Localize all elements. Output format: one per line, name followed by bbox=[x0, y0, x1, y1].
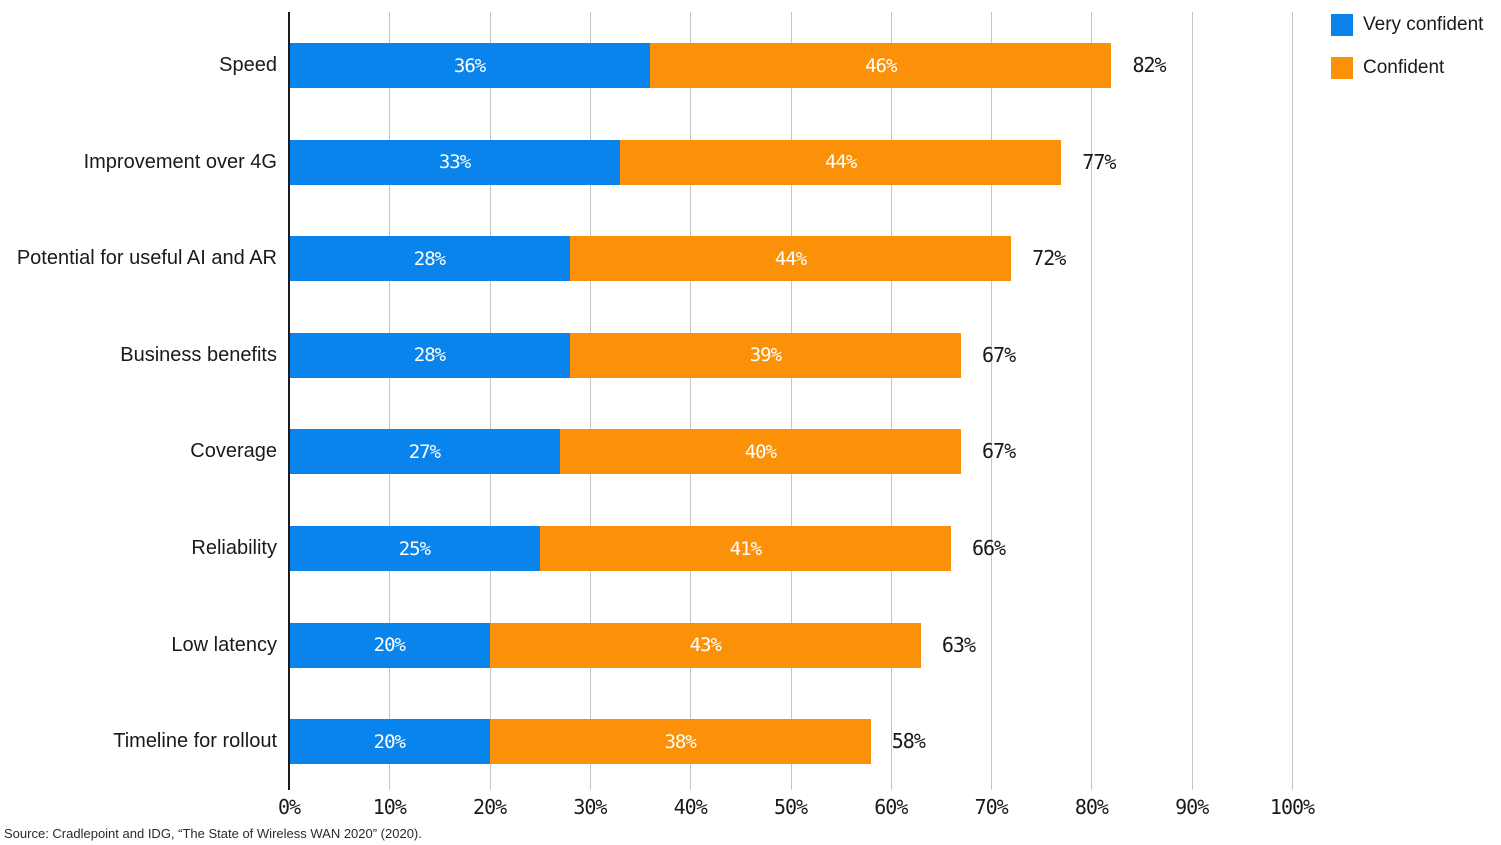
bar-value-label: 46% bbox=[865, 54, 897, 77]
bar-value-label: 41% bbox=[729, 537, 762, 560]
gridline-40% bbox=[690, 12, 692, 790]
bar-value-label: 33% bbox=[438, 151, 471, 174]
gridline-10% bbox=[389, 12, 391, 790]
legend: Very confident Confident bbox=[1331, 14, 1483, 79]
legend-item-very-confident: Very confident bbox=[1331, 14, 1483, 36]
x-tick-label: 40% bbox=[673, 795, 708, 819]
category-label: Improvement over 4G bbox=[83, 150, 277, 173]
bar-total-label: 77% bbox=[1082, 149, 1116, 174]
gridline-20% bbox=[489, 12, 491, 790]
legend-label: Very confident bbox=[1363, 14, 1484, 35]
bar-segment-very-confident: 28% bbox=[289, 332, 570, 378]
x-tick-label: 20% bbox=[473, 795, 507, 819]
x-axis: 0% 10% 20% 30% 40% 50% 60% 70% 80% 90% 100% bbox=[278, 795, 1315, 821]
x-tick-label: 90% bbox=[1175, 795, 1209, 819]
x-tick-label: 80% bbox=[1074, 795, 1109, 819]
bar-segment-very-confident: 25% bbox=[289, 526, 540, 571]
bar-segment-confident: 46% bbox=[650, 43, 1112, 88]
bar-row: 33% 44% bbox=[289, 139, 1292, 185]
category-label: Potential for useful AI and AR bbox=[16, 247, 277, 270]
bar-segment-confident: 38% bbox=[489, 719, 871, 765]
bar-value-label: 43% bbox=[689, 634, 722, 657]
gridline-60% bbox=[890, 12, 892, 790]
plot-area: 36% 46% 82% 33% 44% 77% 28% 44% 72% 28% 39% 67% 27% 4… bbox=[288, 12, 1293, 790]
bar-segment-very-confident: 27% bbox=[289, 429, 560, 475]
legend-label: Confident bbox=[1363, 57, 1445, 78]
bar-value-label: 36% bbox=[453, 54, 486, 77]
bar-row: 20% 38% bbox=[289, 719, 1292, 765]
bar-total-label: 82% bbox=[1132, 53, 1166, 77]
bar-total-label: 58% bbox=[891, 729, 926, 754]
x-tick-label: 100% bbox=[1269, 795, 1315, 819]
legend-swatch bbox=[1331, 57, 1353, 79]
x-tick-label: 60% bbox=[874, 795, 908, 819]
bar-row: 28% 39% bbox=[289, 332, 1292, 378]
bar-segment-confident: 39% bbox=[569, 332, 961, 378]
bar-segment-confident: 43% bbox=[489, 622, 921, 668]
bar-row: 20% 43% bbox=[289, 622, 1292, 668]
bar-value-label: 44% bbox=[774, 247, 807, 270]
bar-segment-very-confident: 36% bbox=[289, 43, 651, 88]
bar-segment-very-confident: 20% bbox=[289, 719, 490, 765]
category-label: Timeline for rollout bbox=[113, 730, 277, 753]
bar-row: 36% 46% bbox=[289, 43, 1292, 88]
x-tick-label: 70% bbox=[974, 795, 1009, 819]
x-tick-label: 10% bbox=[372, 795, 407, 819]
category-label: Reliability bbox=[191, 537, 277, 559]
gridline-90% bbox=[1191, 12, 1193, 790]
bar-value-label: 44% bbox=[824, 151, 857, 174]
bar-value-label: 28% bbox=[413, 344, 446, 367]
bar-value-label: 25% bbox=[398, 537, 431, 560]
bar-total-label: 63% bbox=[941, 632, 976, 657]
bar-total-label: 72% bbox=[1032, 246, 1066, 271]
gridline-70% bbox=[991, 12, 993, 790]
bar-segment-very-confident: 20% bbox=[289, 622, 490, 668]
gridline-80% bbox=[1091, 12, 1093, 790]
bar-segment-confident: 41% bbox=[539, 526, 951, 571]
gridline-100% bbox=[1292, 12, 1293, 790]
bar-total-label: 67% bbox=[982, 342, 1016, 367]
gridline-30% bbox=[589, 12, 591, 790]
bar-value-label: 39% bbox=[749, 344, 782, 367]
source-note: Source: Cradlepoint and IDG, “The State … bbox=[4, 826, 422, 841]
bar-row: 27% 40% bbox=[289, 429, 1292, 475]
bar-total-label: 66% bbox=[971, 536, 1006, 560]
bar-segment-very-confident: 33% bbox=[289, 139, 620, 185]
category-label: Business benefits bbox=[120, 343, 277, 366]
bar-row: 28% 44% bbox=[289, 236, 1292, 282]
gridline-50% bbox=[790, 12, 792, 790]
legend-swatch bbox=[1331, 14, 1353, 36]
bar-value-label: 20% bbox=[373, 634, 406, 657]
bar-row: 25% 41% bbox=[289, 526, 1292, 571]
x-tick-label: 30% bbox=[573, 795, 607, 819]
bar-total-label: 67% bbox=[982, 439, 1016, 464]
y-axis-line bbox=[288, 12, 290, 790]
legend-item-confident: Confident bbox=[1331, 57, 1483, 79]
bar-segment-very-confident: 28% bbox=[289, 236, 570, 282]
bar-value-label: 38% bbox=[664, 730, 696, 753]
bar-value-label: 20% bbox=[373, 730, 406, 753]
bar-segment-confident: 44% bbox=[569, 236, 1012, 282]
bar-value-label: 40% bbox=[744, 440, 777, 463]
category-label: Coverage bbox=[190, 440, 277, 463]
bar-segment-confident: 40% bbox=[559, 429, 961, 475]
x-tick-label: 0% bbox=[277, 795, 301, 819]
category-label: Speed bbox=[219, 54, 277, 76]
x-tick-label: 50% bbox=[773, 795, 808, 819]
bar-segment-confident: 44% bbox=[619, 139, 1062, 185]
category-label: Low latency bbox=[171, 633, 277, 656]
bar-value-label: 28% bbox=[413, 247, 446, 270]
bar-value-label: 27% bbox=[408, 440, 441, 463]
